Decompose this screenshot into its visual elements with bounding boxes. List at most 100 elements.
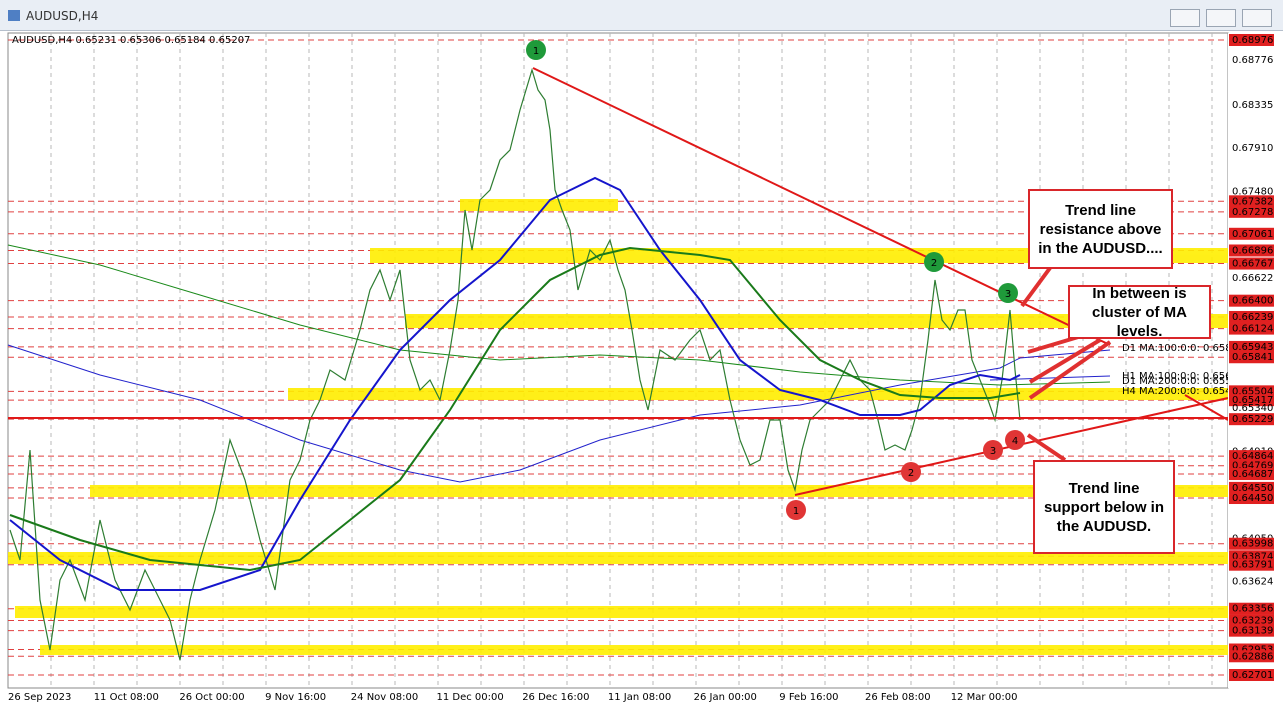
time-label: 24 Nov 08:00 [351,692,418,703]
price-label-bg [1229,351,1274,364]
price-label: 0.63139 [1232,626,1273,637]
price-label: 0.63998 [1232,539,1273,550]
price-label-bg [1229,34,1274,46]
point-marker [901,462,921,482]
point-marker-label: 2 [931,258,937,269]
price-label-bg [1229,614,1274,627]
price-label-bg [1229,468,1274,481]
time-label: 11 Oct 08:00 [94,692,159,703]
price-label-bg [1229,481,1274,494]
price-label-bg [1229,310,1274,323]
price-label: 0.68335 [1232,100,1273,111]
zone [405,314,1228,328]
price-label: 0.66239 [1232,312,1273,323]
price-label: 0.64550 [1232,483,1273,494]
point-marker [786,500,806,520]
annotation-box: Trend line support below in the AUDUSD. [1033,460,1175,554]
plot-area [7,32,1229,689]
ma-h4-200 [9,246,1021,572]
price-label-bg [1229,492,1274,505]
close-button[interactable] [1242,9,1272,27]
price-label: 0.64769 [1232,461,1273,472]
price-label-bg [1229,294,1274,307]
time-label: 11 Jan 08:00 [608,692,671,703]
price-axis-labels: 0.68976 0.68776 0.68335 0.67910 0.674800.673… [1229,34,1274,681]
price-label: 0.66124 [1232,324,1273,335]
price-label: 0.66896 [1232,245,1273,256]
price-label-bg [1229,558,1274,571]
price-label-bg [1229,340,1274,353]
arrow [1028,340,1112,400]
zone [90,485,1228,497]
line [1184,394,1229,421]
price-label: 0.63239 [1232,616,1273,627]
price-label: 0.62701 [1232,670,1273,681]
price-label: 0.65229 [1232,414,1273,425]
zone [288,388,1228,400]
price-label: 0.64450 [1232,493,1273,504]
price-label: 0.65417 [1232,395,1273,406]
grid [50,33,1213,688]
time-label: 26 Feb 08:00 [865,692,931,703]
point-marker-label: 3 [1005,289,1011,300]
price-label-bg [1229,257,1274,270]
time-label: 26 Oct 00:00 [179,692,244,703]
price-label: 0.67382 [1232,196,1273,207]
price-label: 0.66400 [1232,296,1273,307]
point-marker [924,252,944,272]
annotation-box: Trend line resistance above in the AUDUS… [1028,189,1173,269]
point-marker [1005,430,1025,450]
ma-label: H4 MA:200:0:0: 0.65435 [1122,386,1244,397]
annotation-box: In between is cluster of MA levels. [1068,285,1211,340]
point-marker [526,40,546,60]
price-label: 0.68776 [1232,55,1273,66]
price-label: 0.65841 [1232,352,1273,363]
title-bar: AUDUSD,H4 [0,0,1283,31]
price-label: 0.65504 [1232,386,1273,397]
arrow [1020,266,1052,308]
price-label-bg [1229,394,1274,407]
price-label: 0.63356 [1232,604,1273,615]
price-label-bg [1229,413,1274,426]
time-label: 26 Jan 00:00 [694,692,757,703]
ma-labels: D1 MA:100:0:0: 0.65858 H1 MA:100:0:0: 0.6… [1122,343,1244,397]
zone [8,552,1228,564]
price-label: 0.62886 [1232,651,1273,662]
price-label: 0.64687 [1232,469,1273,480]
price-label: 0.63791 [1232,560,1273,571]
zone [40,645,1228,655]
price-label: 0.67910 [1232,143,1273,154]
arrow [1028,338,1102,384]
price-label-bg [1229,227,1274,240]
ma-label: D1 MA:100:0:0: 0.65858 [1122,343,1244,354]
point-marker-label: 2 [908,468,914,479]
maximize-button[interactable] [1206,9,1236,27]
window-title: AUDUSD,H4 [26,9,99,23]
price-label-bg [1229,669,1274,681]
time-label: 11 Dec 00:00 [437,692,504,703]
price-label-bg [1229,624,1274,637]
price-label-bg [1229,244,1274,257]
ma-d1-200 [7,244,1111,386]
ma-label: H1 MA:100:0:0: 0.65627 [1122,371,1244,382]
time-axis-labels: 26 Sep 2023 11 Oct 08:00 26 Oct 00:00 9 Nov… [8,692,1017,703]
price-label: 0.62953 [1232,644,1273,655]
time-label: 9 Feb 16:00 [779,692,838,703]
ma-h4-100 [9,176,1021,591]
time-label: 26 Dec 16:00 [522,692,589,703]
price-label: 0.67480 [1232,186,1273,197]
price-label: 0.68976 [1232,35,1273,46]
minimize-button[interactable] [1170,9,1200,27]
time-label: 12 Mar 00:00 [951,692,1018,703]
price-label-bg [1229,537,1274,550]
time-label: 26 Sep 2023 [8,692,71,703]
chart: 1 2 3 1 2 3 4 D1 MA:100:0:0: 0.65858 H1 MA:100:… [7,32,1283,703]
price-label-bg [1229,195,1274,208]
ma-d1-100 [7,344,1111,483]
symbol-info: AUDUSD,H4 0.65231 0.65306 0.65184 0.6520… [12,35,250,46]
point-marker-label: 3 [990,446,996,457]
zone [460,199,618,211]
point-marker-label: 1 [793,506,799,517]
